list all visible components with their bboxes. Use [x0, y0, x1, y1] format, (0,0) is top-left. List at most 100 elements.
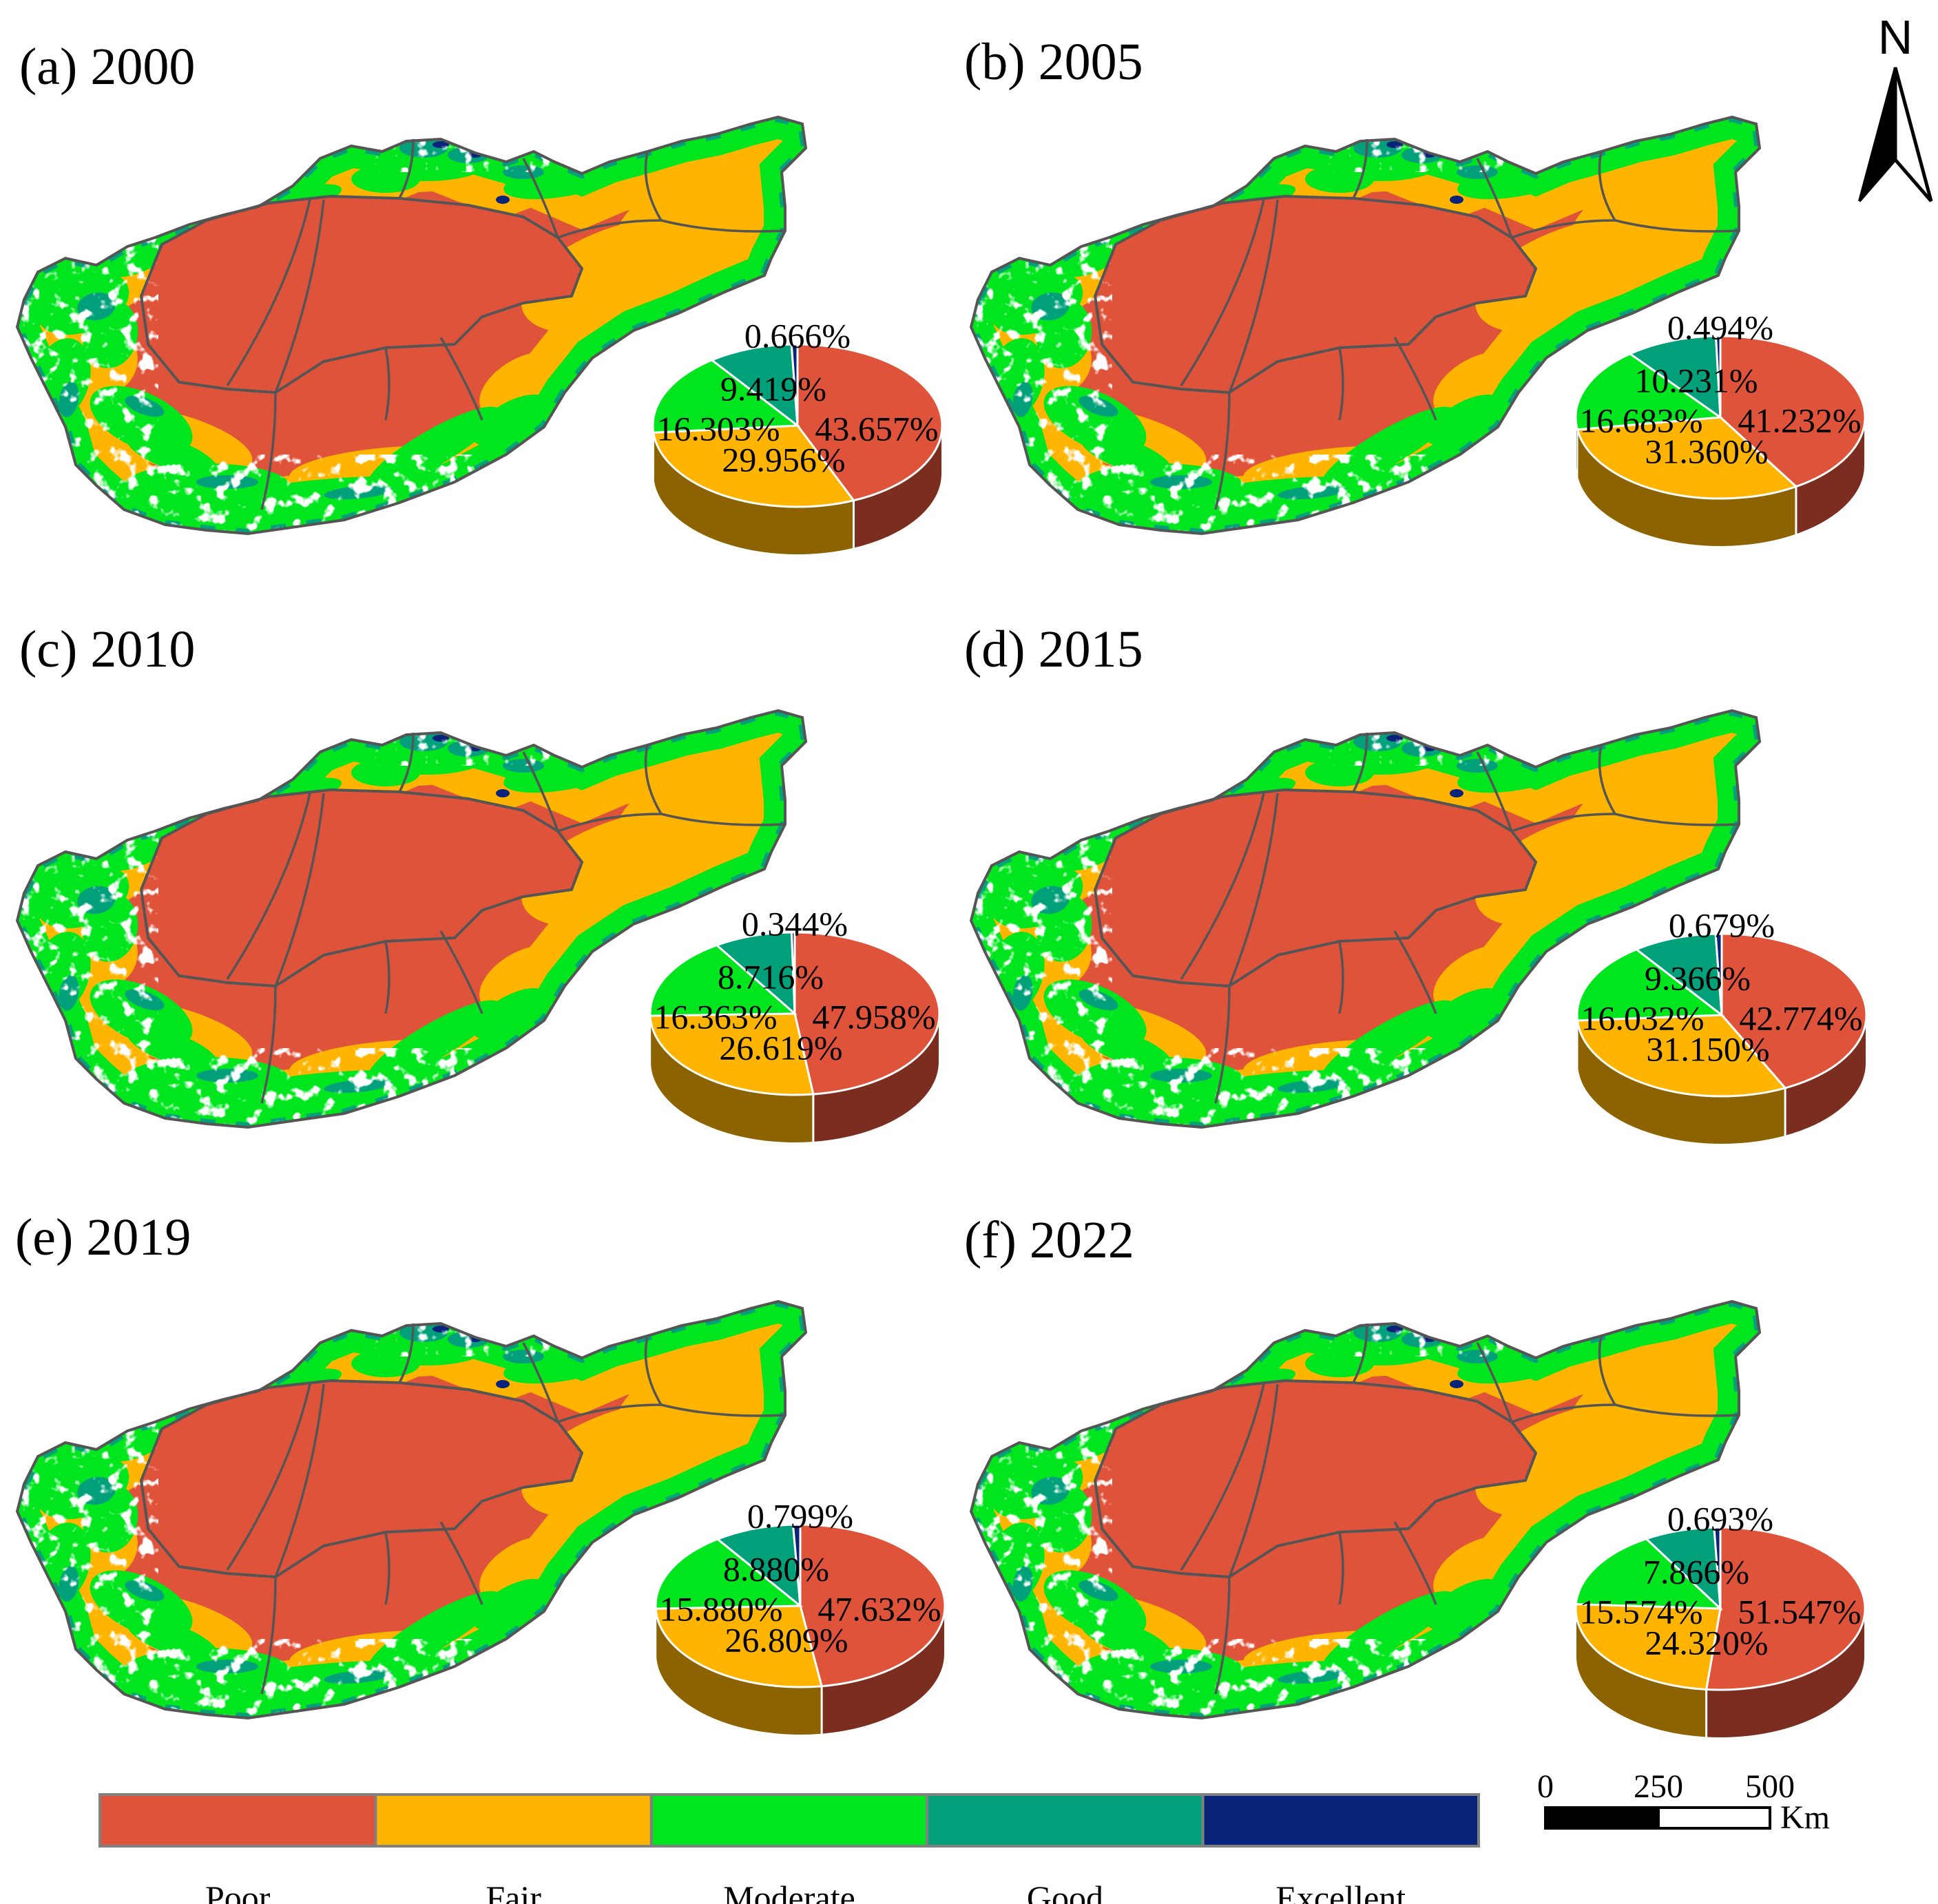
panel-(d) 2015: (d) 2015 42.774%31.150%16.032%9.366% 0.679… — [964, 620, 1868, 1145]
map-fair-patch-2 — [685, 740, 775, 805]
map-admin-boundary-1 — [274, 1383, 325, 1578]
scale-tick-0: 0 — [1537, 1768, 1554, 1805]
pie-label-good: 7.866% — [1643, 1552, 1749, 1591]
pie-slice-fair — [1574, 1603, 1722, 1691]
map-admin-boundary-1 — [274, 199, 325, 393]
pie-label-fair: 26.809% — [725, 1620, 848, 1659]
map-excellent-patch-2 — [1450, 196, 1463, 204]
map-admin-boundary-4 — [1352, 138, 1368, 199]
pie-slice-good — [709, 343, 799, 428]
pie-label-moderate: 15.880% — [659, 1589, 782, 1628]
pie-label-moderate: 16.032% — [1581, 998, 1704, 1037]
map-admin-boundary-6 — [384, 1531, 390, 1605]
pie-label-excellent: 0.693% — [1667, 1499, 1773, 1538]
legend-swatch-excellent — [1201, 1793, 1480, 1848]
legend-label-good: Good — [1027, 1879, 1103, 1904]
map-admin-boundary-0 — [1180, 793, 1265, 980]
map-admin-boundary-0 — [226, 1383, 311, 1571]
pie-slice-moderate — [1574, 1537, 1723, 1610]
map-desert-boundary — [139, 194, 584, 395]
pie-label-excellent: 0.344% — [742, 904, 848, 943]
map-admin-boundary-5 — [644, 1335, 663, 1405]
scale-unit: Km — [1780, 1799, 1830, 1836]
map-excellent-patch-2 — [496, 1380, 510, 1388]
pie-label-fair: 26.619% — [719, 1028, 842, 1067]
map-fair-patch-2 — [1638, 147, 1729, 211]
map-admin-boundary-5 — [644, 151, 663, 221]
pie-slice-poor — [1719, 335, 1866, 488]
pie-label-excellent: 0.666% — [744, 316, 851, 355]
map-admin-boundary-2 — [1511, 813, 1740, 833]
map-admin-boundary-5 — [1598, 1335, 1616, 1405]
pie-slice-excellent — [1714, 335, 1722, 418]
panel-title: (d) 2015 — [964, 620, 1143, 678]
map-admin-boundary-5 — [644, 744, 663, 815]
pie-label-good: 10.231% — [1634, 361, 1758, 399]
pie-slice-good — [716, 1523, 802, 1609]
map-outer-boundary — [15, 1299, 808, 1720]
pie-slice-excellent — [790, 343, 799, 426]
map-admin-boundary-3 — [1476, 158, 1513, 238]
map-admin-boundary-1 — [274, 793, 325, 987]
map-moderate-patch-10 — [472, 395, 547, 446]
map-admin-boundary-6 — [1338, 347, 1344, 421]
legend-swatch-fair — [374, 1793, 653, 1848]
map-admin-boundary-4 — [398, 1323, 415, 1383]
map-admin-boundary-1 — [1228, 199, 1279, 393]
map-0 — [15, 115, 808, 536]
pie-slice-excellent — [790, 931, 796, 1014]
map-desert-boundary — [1093, 194, 1538, 395]
map-admin-boundary-1 — [1228, 1383, 1279, 1578]
map-admin-boundary-4 — [1352, 732, 1368, 793]
pie-label-excellent: 0.799% — [747, 1496, 853, 1535]
map-admin-boundary-6 — [384, 941, 390, 1014]
map-admin-boundary-7 — [1214, 392, 1231, 510]
panel-(b) 2005: (b) 2005 41.232%31.360%16.683%10.231% 0.49… — [964, 33, 1866, 547]
map-admin-boundary-7 — [260, 985, 277, 1104]
map-fair-patch-2 — [1638, 1331, 1729, 1396]
map-panels: (a) 2000 43.657%29.956%16.303%9.419% 0.666… — [15, 33, 1868, 1739]
map-excellent-patch-2 — [1450, 789, 1463, 797]
pie-label-good: 8.880% — [723, 1549, 829, 1588]
panel-(e) 2019: (e) 2019 47.632%26.809%15.880%8.880% 0.799… — [15, 1209, 946, 1736]
map-admin-boundary-2 — [1511, 1403, 1740, 1423]
pie-label-poor: 51.547% — [1738, 1592, 1861, 1631]
map-admin-boundary-6 — [1338, 1531, 1344, 1605]
pie-slice-good — [1634, 932, 1723, 1018]
pie-slice-good — [1627, 335, 1722, 420]
legend-label-poor: Poor — [205, 1879, 271, 1904]
pie-slice-excellent — [1714, 932, 1723, 1016]
map-admin-boundary-2 — [1511, 219, 1740, 239]
map-admin-boundary-0 — [1180, 199, 1265, 386]
map-admin-boundary-1 — [1228, 793, 1279, 987]
map-moderate-patch-10 — [472, 1579, 547, 1630]
panel-title: (a) 2000 — [19, 38, 195, 96]
map-outer-boundary — [969, 1299, 1762, 1720]
pie-slice-poor — [1720, 932, 1868, 1089]
panel-title: (f) 2022 — [964, 1211, 1134, 1269]
scale-bar: 0 250 500 Km — [1537, 1768, 1830, 1836]
map-admin-boundary-7 — [260, 1576, 277, 1695]
map-desert-boundary — [139, 788, 584, 988]
pie-label-moderate: 16.683% — [1579, 401, 1702, 439]
pie-label-excellent: 0.494% — [1667, 308, 1773, 346]
scale-tick-500: 500 — [1745, 1768, 1795, 1805]
pie-slice-moderate — [652, 359, 801, 434]
panel-(f) 2022: (f) 2022 51.547%24.320%15.574%7.866% 0.693… — [964, 1211, 1866, 1739]
map-excellent-patch-2 — [1450, 1380, 1463, 1388]
pie-label-excellent: 0.679% — [1669, 906, 1775, 944]
pie-label-poor: 42.774% — [1739, 998, 1862, 1037]
map-admin-boundary-8 — [439, 1521, 483, 1605]
pie-slice-moderate — [1576, 948, 1725, 1022]
pie-label-good: 9.419% — [720, 369, 826, 408]
pie-chart-5: 51.547%24.320%15.574%7.866% 0.693% — [1574, 1499, 1866, 1739]
map-admin-boundary-3 — [1476, 751, 1513, 832]
map-admin-boundary-7 — [1214, 985, 1231, 1104]
pie-chart-2: 47.958%26.619%16.363%8.716% 0.344% — [649, 904, 941, 1144]
map-desert-boundary — [1093, 788, 1538, 988]
pie-slice-moderate — [649, 943, 798, 1017]
pie-label-good: 9.366% — [1645, 959, 1751, 997]
legend-swatch-poor — [98, 1793, 377, 1848]
map-admin-boundary-8 — [1393, 1521, 1437, 1605]
map-moderate-patch-10 — [472, 988, 547, 1039]
